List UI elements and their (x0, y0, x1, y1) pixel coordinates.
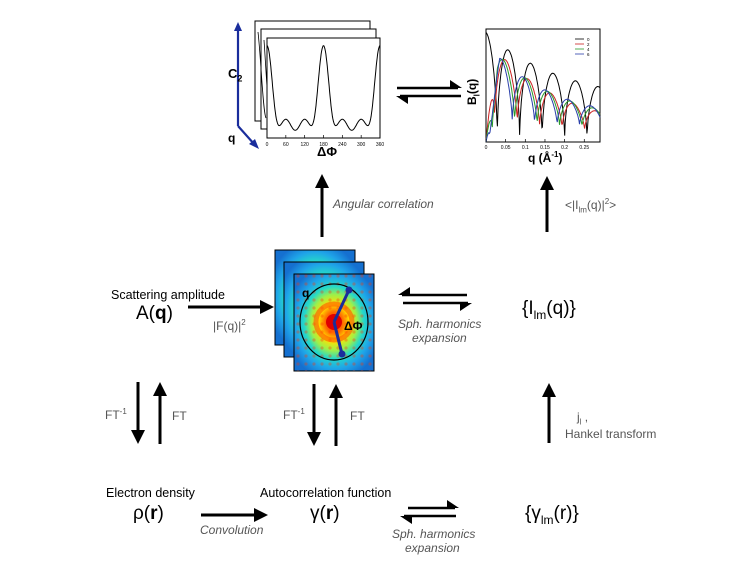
c2-x-tick-label: 180 (319, 142, 328, 148)
bl-series-0 (485, 32, 601, 136)
label-sph-harm-bottom-1: Sph. harmonics (392, 527, 476, 541)
q-vector-1 (332, 289, 351, 323)
label-ft-left: FT (172, 409, 187, 423)
arrow-ilm-squared (540, 176, 554, 232)
bl-x-tick-label: 0.05 (501, 145, 511, 150)
q-vector-2 (332, 321, 344, 355)
label-sph-harm-top-2: expansion (412, 331, 467, 345)
bl-legend-label: 2 (587, 42, 590, 47)
label-amplitude-aq: A(q) (136, 303, 173, 324)
bl-x-tick-label: 0.25 (579, 145, 589, 150)
arrow-hankel (542, 383, 556, 443)
label-ft-center: FT (350, 409, 365, 423)
arrow-ft-inverse-left (131, 382, 145, 444)
c2-x-tick-label: 300 (357, 142, 366, 148)
label-gamma-r: γ(r) (310, 503, 340, 524)
pattern-q-label: q (302, 286, 310, 300)
arrow-ft-center (329, 384, 343, 446)
label-ilm-q: {Ilm(q)} (522, 298, 576, 322)
bl-legend-label: 0 (587, 37, 590, 42)
pattern-dphi-label: ΔΦ (344, 319, 363, 333)
bl-legend-label: 6 (587, 52, 590, 57)
arrow-angular-correlation (315, 174, 329, 237)
label-ft-inverse-center: FT-1 (283, 407, 305, 422)
bl-x-tick-label: 0.2 (561, 145, 568, 150)
bl-x-label: q (Å-1) (528, 150, 563, 165)
bl-x-tick-label: 0.1 (522, 145, 529, 150)
c2-curve (266, 45, 381, 131)
c2-x-tick-label: 60 (283, 142, 289, 148)
label-angular-correlation: Angular correlation (333, 197, 434, 211)
label-autocorrelation: Autocorrelation function (260, 486, 392, 500)
c2-plot-frame-front (266, 37, 381, 139)
label-jl: jl , (577, 410, 589, 427)
c2-x-tick-label: 240 (338, 142, 347, 148)
bl-series-6 (485, 57, 601, 143)
bl-legend-label: 4 (587, 47, 590, 52)
c2-x-label: ΔΦ (317, 144, 338, 159)
equilibrium-sph-harmonics-bottom (400, 500, 459, 524)
bl-series-4 (485, 58, 601, 143)
c2-x-tick-label: 360 (376, 142, 385, 148)
label-rho-r: ρ(r) (133, 503, 164, 524)
c2-x-tick-label: 0 (266, 142, 269, 148)
equilibrium-sph-harmonics-top (398, 287, 472, 311)
equilibrium-top (396, 80, 462, 104)
c2-plot-panel: 0 60 120 180 240 300 360 (234, 20, 385, 149)
c2-x-tick-label: 120 (300, 142, 309, 148)
label-ilm-squared: <|Ilm(q)|2> (565, 197, 617, 215)
label-gamma-lm-r: {γlm(r)} (525, 503, 579, 527)
bl-x-tick-label: 0.15 (540, 145, 550, 150)
bl-x-tick-label: 0 (485, 145, 488, 150)
c2-y-label: C2 (228, 66, 243, 84)
label-sph-harm-top-1: Sph. harmonics (398, 317, 482, 331)
bl-curves (485, 32, 601, 143)
arrow-convolution (201, 508, 268, 522)
q-ring (299, 283, 369, 361)
diffraction-pattern-stack (274, 249, 375, 372)
bl-x-ticks: 0 0.05 0.1 0.15 0.2 0.25 (485, 139, 589, 150)
arrow-fq-squared (188, 300, 274, 314)
arrow-ft-left (153, 382, 167, 444)
arrow-ft-inverse-center (307, 384, 321, 446)
label-sph-harm-bottom-2: expansion (405, 541, 460, 555)
label-hankel-transform: Hankel transform (565, 427, 657, 441)
label-scattering-amplitude: Scattering amplitude (111, 288, 225, 302)
label-fq-squared: |F(q)|2 (213, 318, 246, 333)
bl-series-2 (485, 59, 601, 143)
label-convolution: Convolution (200, 523, 264, 537)
c2-x-ticks: 0 60 120 180 240 300 360 (266, 135, 385, 148)
label-ft-inverse-left: FT-1 (105, 407, 127, 422)
label-electron-density: Electron density (106, 486, 195, 500)
c2-depth-label: q (228, 131, 236, 145)
